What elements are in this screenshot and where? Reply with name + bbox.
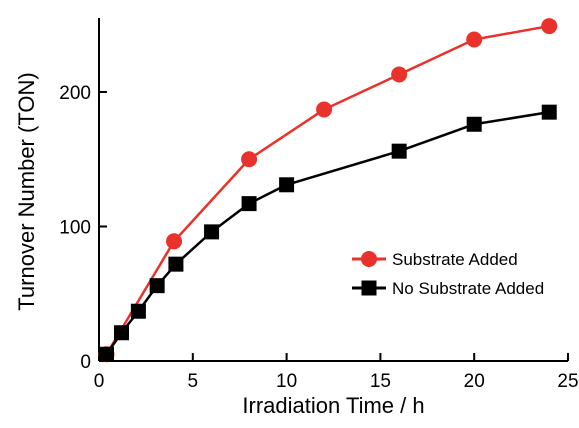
- x-tick-label: 25: [557, 371, 578, 392]
- y-axis-title: Turnover Number (TON): [14, 72, 39, 310]
- data-point: [466, 116, 482, 132]
- series-substrate-added: [98, 18, 558, 363]
- legend: Substrate Added No Substrate Added: [352, 250, 544, 298]
- legend-marker: [361, 251, 377, 267]
- data-point: [149, 278, 165, 294]
- data-point: [466, 31, 483, 48]
- data-point: [391, 143, 407, 159]
- data-point: [204, 224, 220, 240]
- data-point: [541, 18, 558, 35]
- x-tick-label: 5: [188, 371, 199, 392]
- data-point: [130, 303, 146, 319]
- series-layer: [98, 18, 558, 363]
- data-point: [166, 233, 183, 250]
- legend-label: No Substrate Added: [392, 279, 544, 298]
- x-tick-label: 20: [464, 371, 485, 392]
- series-line: [105, 24, 550, 355]
- data-point: [114, 325, 130, 341]
- y-tick-label: 100: [59, 217, 91, 238]
- data-point: [241, 196, 257, 212]
- legend-label: Substrate Added: [392, 250, 518, 269]
- data-point: [391, 66, 408, 83]
- y-tick-label: 0: [80, 352, 91, 373]
- x-axis-title: Irradiation Time / h: [242, 393, 424, 418]
- data-point: [241, 151, 258, 168]
- series-no-substrate-added: [99, 104, 557, 362]
- x-tick-label: 10: [276, 371, 297, 392]
- data-point: [541, 104, 557, 120]
- data-point: [316, 101, 333, 118]
- legend-item: No Substrate Added: [352, 279, 544, 298]
- x-tick-label: 0: [94, 371, 105, 392]
- data-point: [168, 256, 184, 272]
- x-tick-label: 15: [370, 371, 391, 392]
- ticks: 0 5 10 15 20 25 0 100 200: [59, 83, 578, 392]
- data-point: [99, 346, 115, 362]
- axes: [98, 18, 568, 362]
- y-tick-label: 200: [59, 83, 91, 104]
- series-line: [105, 110, 550, 355]
- data-point: [279, 177, 295, 193]
- legend-item: Substrate Added: [352, 250, 518, 269]
- legend-marker: [361, 280, 377, 296]
